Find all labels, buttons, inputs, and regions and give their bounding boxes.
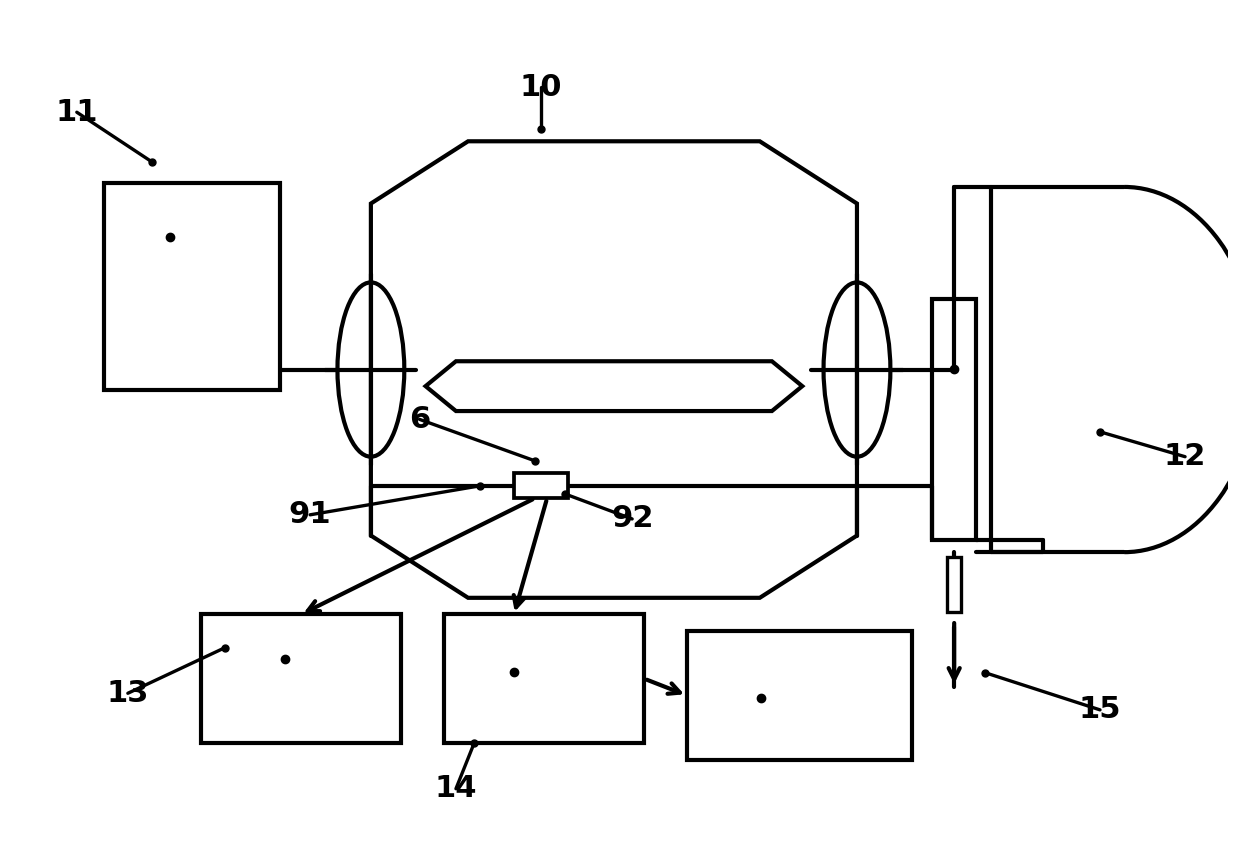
- Text: 14: 14: [435, 774, 477, 803]
- Text: 15: 15: [1079, 695, 1121, 724]
- Text: 10: 10: [520, 73, 562, 102]
- Bar: [444, 614, 645, 743]
- Text: 13: 13: [107, 678, 149, 708]
- Bar: [947, 556, 961, 612]
- Bar: [201, 614, 402, 743]
- Text: 11: 11: [56, 97, 98, 127]
- Bar: [687, 631, 911, 760]
- Bar: [932, 299, 976, 540]
- Text: 91: 91: [289, 501, 331, 529]
- Bar: [513, 473, 568, 498]
- Text: 12: 12: [1164, 442, 1207, 471]
- Bar: [103, 183, 280, 390]
- Text: 92: 92: [611, 505, 653, 534]
- Text: 6: 6: [409, 405, 430, 434]
